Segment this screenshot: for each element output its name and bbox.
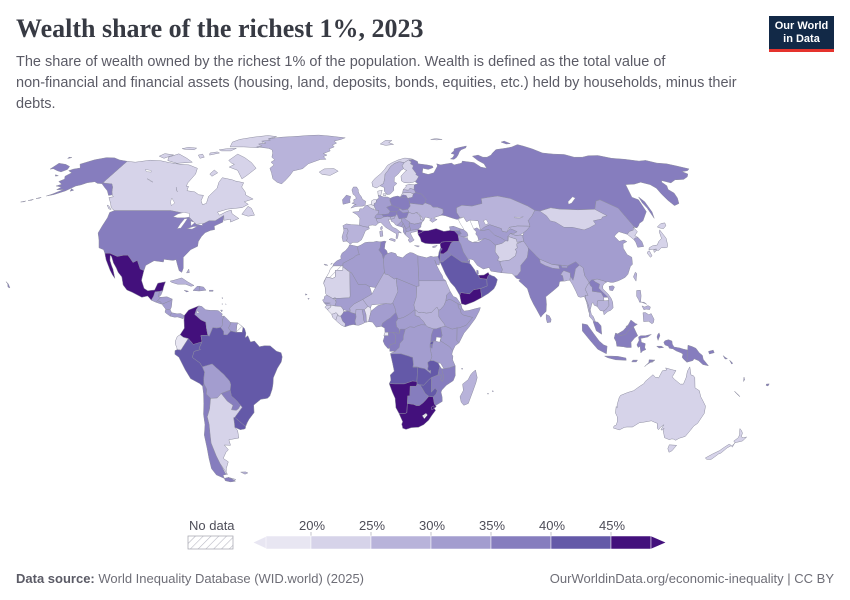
svg-text:45%: 45%: [599, 518, 625, 533]
svg-text:OurWorldinData.org/economic-in: OurWorldinData.org/economic-inequality |…: [550, 571, 835, 586]
svg-text:35%: 35%: [479, 518, 505, 533]
svg-text:20%: 20%: [299, 518, 325, 533]
svg-text:25%: 25%: [359, 518, 385, 533]
svg-text:40%: 40%: [539, 518, 565, 533]
svg-text:Data source: World Inequality: Data source: World Inequality Database (…: [16, 571, 364, 586]
svg-text:30%: 30%: [419, 518, 445, 533]
svg-text:No data: No data: [189, 518, 235, 533]
